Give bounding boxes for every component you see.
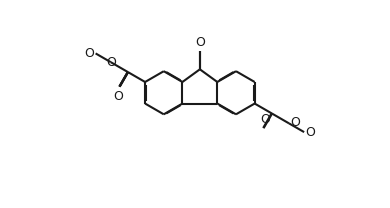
Text: O: O [306,126,316,139]
Text: O: O [195,36,205,49]
Text: O: O [260,113,270,126]
Text: O: O [113,90,123,103]
Text: O: O [290,116,300,129]
Text: O: O [106,56,117,69]
Text: O: O [84,47,94,60]
